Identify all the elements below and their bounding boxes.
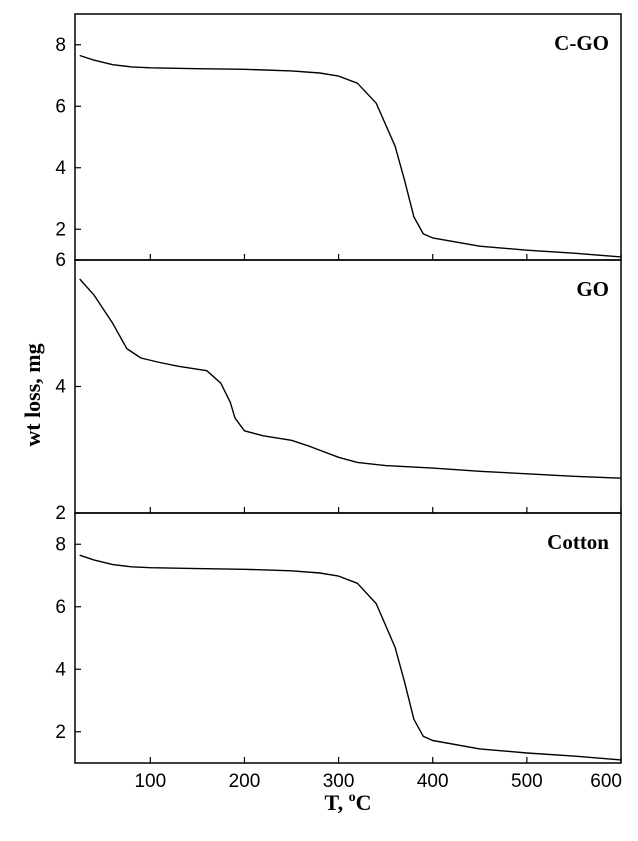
x-axis-label-main: T,	[325, 790, 349, 815]
x-tick-label: 400	[417, 771, 449, 792]
panel-label: GO	[576, 277, 609, 301]
y-tick-label: 2	[55, 722, 66, 743]
series-line-cotton	[79, 554, 622, 761]
x-tick-label: 600	[590, 771, 622, 792]
x-axis-ticks: 100 200 300 400 500 600	[134, 771, 622, 792]
x-tick-label: 100	[134, 771, 166, 792]
series-line-go	[79, 278, 622, 479]
y-axis-label: wt loss, mg	[20, 343, 45, 446]
y-tick-label: 6	[55, 250, 66, 271]
panel-cotton: 2 4 6 8 Cotton	[55, 512, 622, 764]
series-line-c-go	[79, 54, 622, 258]
chart-panels: 2 4 6 8 C-GO 2 4 6 GO 2 4 6 8 Cotton	[55, 13, 622, 764]
y-tick-label: 2	[55, 219, 66, 240]
panel-c-go: 2 4 6 8 C-GO	[55, 13, 622, 261]
panel-label: C-GO	[554, 31, 609, 55]
panel-frame	[74, 512, 622, 764]
x-axis-label: T, oC	[325, 790, 372, 815]
y-tick-label: 4	[55, 659, 66, 680]
x-axis-label-degree: o	[349, 790, 356, 805]
panel-go: 2 4 6 GO	[55, 250, 622, 524]
y-tick-label: 6	[55, 96, 66, 117]
panel-label: Cotton	[547, 530, 609, 554]
y-tick-label: 4	[55, 158, 66, 179]
y-tick-label: 8	[55, 534, 66, 555]
x-tick-label: 200	[229, 771, 261, 792]
x-axis-label-unit: C	[356, 790, 372, 815]
x-tick-label: 500	[511, 771, 543, 792]
y-tick-label: 4	[55, 377, 66, 398]
panel-frame	[74, 13, 622, 261]
x-tick-label: 300	[323, 771, 355, 792]
y-tick-label: 6	[55, 597, 66, 618]
y-tick-label: 2	[55, 503, 66, 524]
y-tick-label: 8	[55, 35, 66, 56]
